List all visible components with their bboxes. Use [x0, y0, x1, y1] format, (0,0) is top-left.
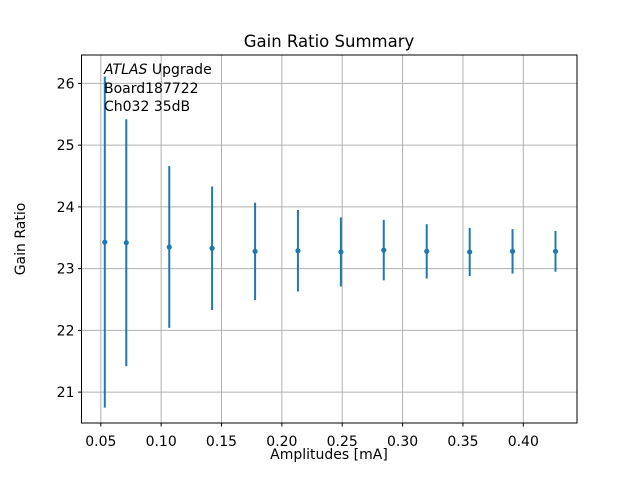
y-axis-label: Gain Ratio — [13, 202, 29, 276]
x-tick-label: 0.30 — [387, 434, 418, 450]
errorbar-series — [102, 76, 559, 408]
y-tick-label: 23 — [57, 262, 75, 278]
data-point — [338, 249, 344, 255]
x-tick-label: 0.40 — [508, 434, 539, 450]
data-point — [209, 245, 215, 251]
y-tick-label: 24 — [57, 200, 75, 216]
y-tick-label: 21 — [57, 385, 75, 401]
grid — [81, 55, 577, 423]
annotation-line-board: Board187722 — [104, 80, 199, 97]
chart-title: Gain Ratio Summary — [243, 32, 415, 51]
data-point — [123, 240, 129, 246]
x-tick-label: 0.05 — [85, 434, 116, 450]
data-point — [295, 248, 301, 254]
annotation-box: ATLAS Upgrade Board187722 Ch032 35dB — [104, 61, 212, 117]
data-point — [552, 248, 559, 254]
data-point — [102, 239, 108, 245]
x-axis-ticks: 0.05 0.10 0.15 0.20 0.25 0.30 0.35 0.40 — [85, 423, 539, 450]
annotation-line-experiment: ATLAS Upgrade — [104, 61, 212, 80]
data-point — [381, 247, 387, 253]
y-tick-label: 25 — [57, 138, 75, 154]
annotation-line-channel: Ch032 35dB — [104, 99, 191, 115]
x-axis-label: Amplitudes [mA] — [270, 447, 388, 463]
x-tick-label: 0.25 — [327, 434, 358, 450]
annotation-experiment-suffix: Upgrade — [147, 62, 212, 78]
x-tick-label: 0.15 — [206, 434, 237, 450]
x-tick-label: 0.10 — [146, 434, 177, 450]
y-tick-label: 26 — [57, 76, 75, 92]
x-tick-label: 0.35 — [447, 434, 478, 450]
data-point — [467, 249, 473, 255]
plot-border — [81, 54, 578, 424]
data-point — [252, 248, 258, 254]
data-point — [424, 248, 430, 254]
data-point — [509, 248, 516, 254]
x-tick-label: 0.20 — [266, 434, 297, 450]
annotation-experiment-name: ATLAS — [104, 62, 148, 78]
data-point — [166, 244, 172, 250]
y-tick-label: 22 — [57, 323, 75, 339]
y-axis-ticks: 21 22 23 24 25 26 — [57, 76, 82, 401]
